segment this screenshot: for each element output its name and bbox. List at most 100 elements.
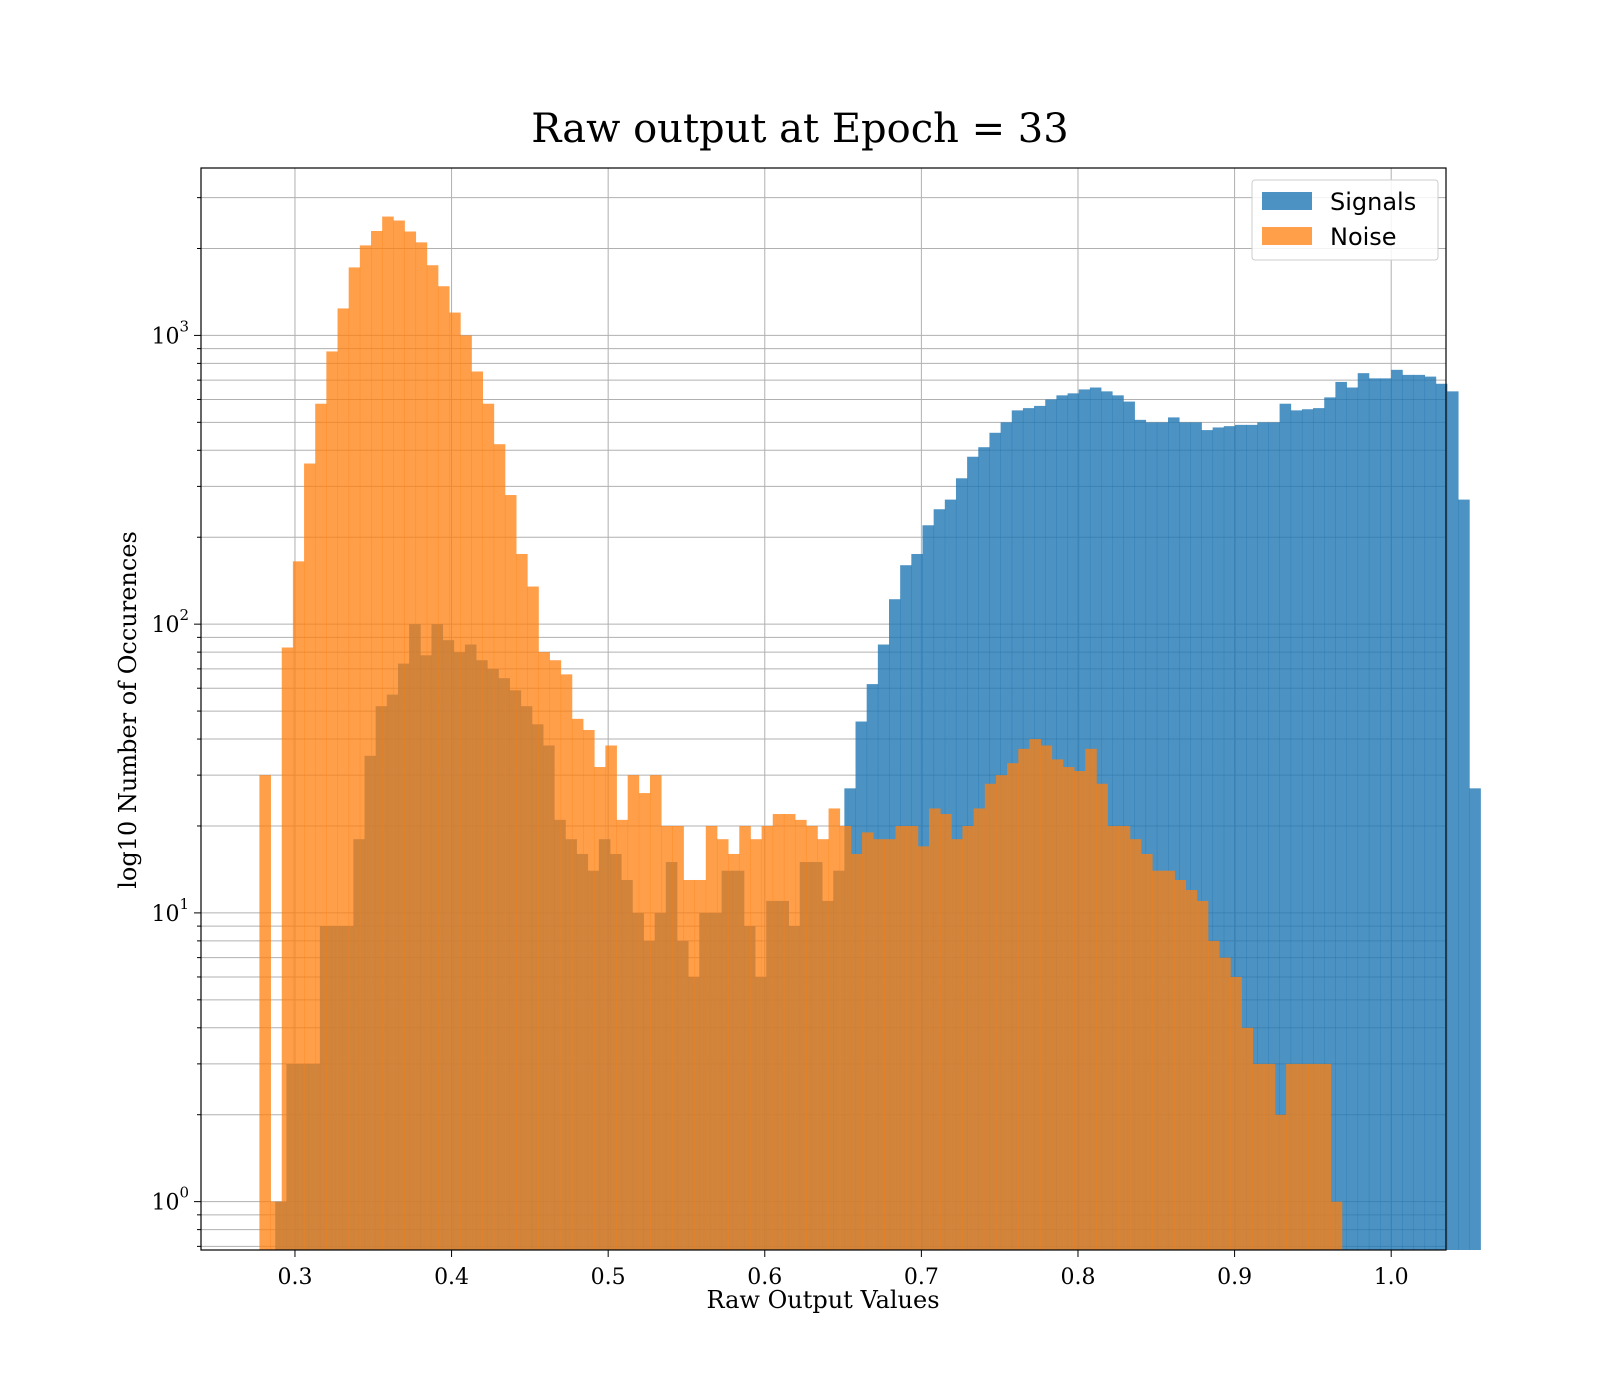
- bar-signals: [1458, 499, 1470, 1250]
- bar-noise: [1274, 1114, 1287, 1250]
- bar-noise: [359, 245, 372, 1251]
- x-axis-label: Raw Output Values: [706, 1286, 939, 1314]
- bar-noise: [705, 825, 718, 1250]
- x-tick-label: 0.5: [591, 1265, 626, 1290]
- bar-noise: [594, 767, 606, 1250]
- x-tick-label: 0.9: [1217, 1265, 1252, 1290]
- bar-noise: [371, 230, 383, 1251]
- bar-noise: [638, 793, 651, 1250]
- bar-noise: [1085, 748, 1097, 1250]
- y-axis-label: log10 Number of Occurences: [114, 531, 142, 889]
- bar-noise: [761, 825, 774, 1250]
- bar-noise: [1018, 748, 1030, 1250]
- bar-noise: [393, 220, 405, 1250]
- bar-noise: [940, 814, 952, 1250]
- bar-noise: [1263, 1063, 1276, 1250]
- bar-signals: [1357, 373, 1370, 1250]
- bar-noise: [426, 265, 439, 1250]
- bar-signals: [1134, 419, 1147, 1250]
- bar-signals: [1257, 422, 1269, 1250]
- bar-noise: [605, 745, 617, 1250]
- legend-swatch-noise: [1262, 227, 1312, 245]
- bar-noise: [1107, 825, 1120, 1250]
- bar-noise: [795, 819, 807, 1250]
- bar-signals: [1402, 374, 1414, 1250]
- bar-noise: [928, 808, 941, 1250]
- bar-signals: [1313, 408, 1325, 1250]
- bar-noise: [1241, 1027, 1254, 1250]
- bar-noise: [304, 463, 316, 1250]
- bar-noise: [627, 775, 640, 1250]
- bar-noise: [995, 775, 1008, 1250]
- bar-signals: [1145, 422, 1158, 1250]
- x-tick-label: 0.4: [434, 1265, 469, 1290]
- bar-noise: [437, 286, 450, 1250]
- x-tick-label: 1.0: [1374, 1265, 1409, 1290]
- bar-noise: [962, 825, 975, 1250]
- bar-signals: [1413, 374, 1426, 1250]
- x-tick-label: 0.8: [1060, 1265, 1095, 1290]
- bar-noise: [1062, 767, 1075, 1250]
- bar-noise: [1230, 976, 1242, 1250]
- bar-noise: [951, 839, 963, 1250]
- bar-noise: [783, 814, 796, 1250]
- bar-noise: [1029, 739, 1041, 1250]
- bar-noise: [850, 853, 863, 1250]
- bar-noise: [728, 853, 740, 1250]
- y-tick-label: 101: [151, 895, 189, 927]
- bar-noise: [1207, 940, 1220, 1250]
- bar-noise: [415, 242, 428, 1250]
- axis-ticks: 0.3 0.4 0.5 0.6 0.7 0.8 0.9 1.0 100 101 102 103: [151, 197, 1409, 1290]
- bar-noise: [895, 825, 908, 1250]
- bar-signals: [1268, 422, 1280, 1250]
- bar-noise: [884, 839, 896, 1250]
- bar-noise: [1051, 759, 1064, 1250]
- bar-noise: [683, 879, 696, 1250]
- bar-noise: [583, 729, 595, 1250]
- x-tick-label: 0.6: [747, 1265, 782, 1290]
- bar-noise: [917, 846, 930, 1250]
- bar-noise: [504, 495, 517, 1250]
- bar-signals: [1279, 403, 1292, 1250]
- bar-noise: [739, 825, 751, 1250]
- bar-noise: [527, 586, 539, 1250]
- bar-noise: [449, 312, 461, 1250]
- bar-signals: [1380, 378, 1392, 1250]
- bar-noise: [1185, 890, 1198, 1250]
- bar-noise: [649, 775, 662, 1250]
- bar-signals: [1446, 391, 1459, 1250]
- bar-noise: [973, 808, 986, 1250]
- bar-signals: [1246, 424, 1258, 1251]
- bar-noise: [906, 825, 919, 1250]
- bar-signals: [1212, 427, 1225, 1250]
- bar-noise: [1129, 839, 1142, 1250]
- bar-noise: [1308, 1063, 1320, 1250]
- bar-noise: [1074, 771, 1086, 1250]
- bar-noise: [806, 825, 818, 1250]
- bar-signals: [1290, 410, 1303, 1250]
- bar-signals: [1156, 422, 1169, 1250]
- bar-signals: [1435, 383, 1448, 1250]
- x-tick-label: 0.3: [277, 1265, 312, 1290]
- bar-signals: [1123, 401, 1135, 1250]
- bar-noise: [1118, 825, 1131, 1250]
- bar-noise: [1040, 745, 1053, 1250]
- bar-signals: [1391, 369, 1403, 1250]
- bar-noise: [750, 839, 762, 1250]
- bar-noise: [716, 839, 729, 1250]
- bar-noise: [1152, 870, 1164, 1250]
- bar-noise: [984, 783, 997, 1250]
- bar-signals: [1335, 381, 1347, 1250]
- bar-noise: [1096, 783, 1108, 1250]
- bar-noise: [382, 216, 394, 1251]
- bar-noise: [661, 825, 673, 1250]
- bar-noise: [672, 825, 684, 1250]
- y-tick-label: 103: [151, 317, 189, 349]
- legend-label-noise: Noise: [1330, 223, 1397, 251]
- bar-signals: [1234, 424, 1247, 1251]
- bar-signals: [1324, 397, 1336, 1251]
- bar-noise: [1007, 763, 1019, 1250]
- bar-noise: [337, 308, 350, 1250]
- bar-signals: [1167, 417, 1180, 1250]
